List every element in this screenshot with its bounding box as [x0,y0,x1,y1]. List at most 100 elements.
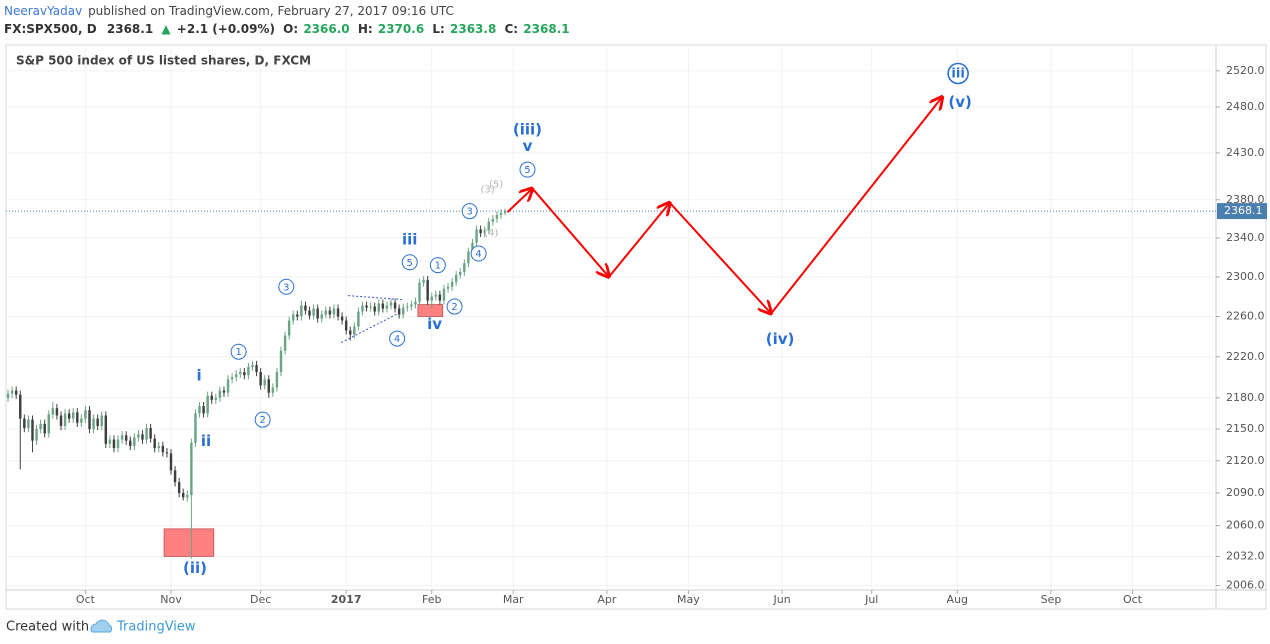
wave-circle [254,411,271,428]
candle-body [239,372,242,375]
highlight-box [163,528,215,557]
x-tick-label: Apr [597,593,617,606]
candle [357,307,360,331]
candle-body [402,307,405,315]
candle-body [418,282,421,302]
candle-body [263,379,266,386]
candle-body [218,390,222,398]
candle-body [47,414,50,434]
chart-title: S&P 500 index of US listed shares, D, FX… [16,54,311,68]
candle-body [133,437,136,446]
quote-line: FX:SPX500, D 2368.1 ▲ +2.1 (+0.09%) O: 2… [4,22,570,36]
x-tick-label: Aug [947,593,968,606]
candle-body [438,294,442,301]
candle [14,386,18,399]
candle [19,390,22,470]
candle [336,304,340,321]
footer-created: Created with [6,620,89,635]
candle [88,406,91,434]
candle [76,408,79,427]
wave-label: 4 [394,334,400,345]
candle-body [495,214,499,219]
candle [255,360,258,377]
wave-circle [947,62,969,85]
candle-body [251,364,254,367]
published: published on TradingView.com, February 2… [88,4,454,18]
y-tick-label: 2180.0 [1226,391,1265,404]
candle-body [467,251,470,264]
candle [259,368,262,390]
x-tick-label: Mar [503,593,524,606]
candle-body [475,229,478,243]
wave-circle [401,254,418,271]
candle-body [459,272,462,275]
candle-body [479,229,482,234]
candle [385,301,389,313]
candle [438,290,442,305]
candle-body [312,308,315,316]
candle-body [177,482,181,493]
candle [43,419,46,438]
candle-body [426,279,429,301]
highlight-box [417,304,444,317]
footer-brand[interactable]: TradingView [116,620,196,635]
footer-logo [90,619,113,633]
candle-body [320,314,323,319]
candle-body [104,415,108,444]
candle [55,404,59,420]
candle [340,312,344,325]
candle [157,441,160,453]
candle [402,303,405,319]
y-tick-label: 2150.0 [1226,422,1265,435]
o: 2366.0 [303,22,349,36]
y-tick-label: 2032.0 [1226,549,1265,562]
candle-body [186,495,189,498]
change-arrow: ▲ [161,22,171,36]
wave-label: (5) [489,180,503,191]
y-tick-label: 2340.0 [1226,231,1265,244]
candle [503,208,507,216]
candle [202,401,205,418]
candle [263,375,266,390]
candle [10,386,14,398]
candle-body [173,470,177,483]
candle [23,414,26,433]
candle [6,389,10,402]
wave-label: (4) [484,228,498,239]
candle-body [365,305,368,308]
l: 2363.8 [450,22,496,36]
candle-body [381,303,385,309]
candle [454,271,458,286]
candle-body [92,418,95,430]
candle-body [108,439,112,444]
author[interactable]: NeeravYadav [4,4,82,18]
candle-body [202,406,205,414]
candle-body [182,492,185,498]
candle-body [247,366,250,376]
candle [222,386,226,397]
candle-body [414,301,417,305]
candle [328,306,332,319]
candle-body [369,306,372,308]
candle-body [389,302,393,306]
candle-body [385,305,389,309]
candle-body [141,434,144,440]
candle [377,299,380,316]
candle-body [194,413,197,443]
wave-circle [278,278,295,295]
candle-body [6,393,10,398]
candle [39,419,42,434]
candle [287,316,291,340]
candle [116,435,120,453]
wave-label: (v) [948,93,972,111]
candle [47,410,50,438]
wave-circle [446,298,463,315]
wave-label: 3 [466,207,472,218]
candle-body [287,320,291,336]
candle-body [406,306,409,308]
y-tick-label: 2120.0 [1226,454,1265,467]
candle-body [410,304,413,307]
candle-body [373,306,376,312]
candle-body [275,372,279,388]
